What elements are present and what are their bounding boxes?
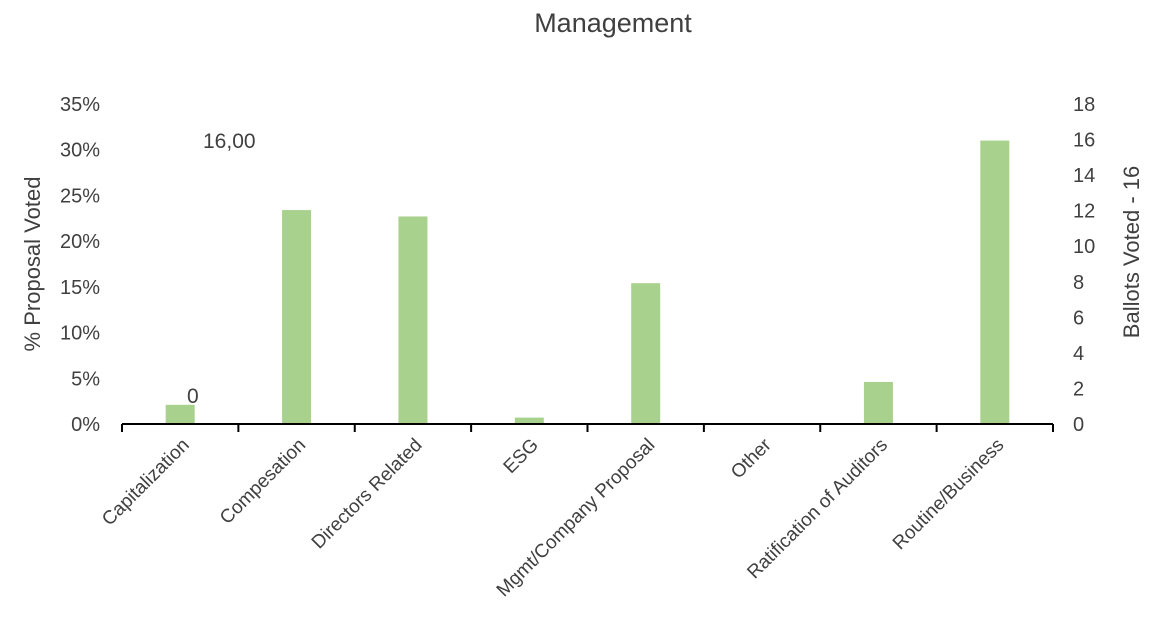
left-tick-label: 15%	[60, 277, 100, 299]
right-tick-label: 2	[1073, 378, 1084, 400]
right-axis-ticks: 0 2 4 6 8 10 12 14 16 18	[1073, 94, 1095, 436]
y-axis-title-left: % Proposal Voted	[20, 177, 45, 352]
chart-title: Management	[534, 8, 692, 38]
left-tick-label: 0%	[71, 414, 100, 436]
bar	[980, 140, 1010, 425]
left-tick-label: 35%	[60, 94, 100, 116]
right-tick-label: 8	[1073, 272, 1084, 294]
right-tick-label: 6	[1073, 307, 1084, 329]
category-label: Capitalization	[98, 435, 194, 531]
x-axis-ticks	[121, 424, 1054, 432]
right-tick-label: 4	[1073, 343, 1084, 365]
category-label: Directors Related	[308, 435, 427, 554]
category-label: Compesation	[216, 435, 310, 529]
bar	[863, 381, 893, 424]
right-tick-label: 18	[1073, 94, 1095, 116]
left-tick-label: 30%	[60, 140, 100, 162]
bar	[514, 417, 544, 424]
y-axis-title-right: Ballots Voted - 16	[1119, 166, 1144, 338]
left-tick-label: 5%	[71, 368, 100, 390]
bar	[165, 404, 195, 424]
category-label: ESG	[500, 435, 543, 478]
left-axis-ticks: 0% 5% 10% 15% 20% 25% 30% 35%	[60, 94, 100, 436]
right-tick-label: 14	[1073, 165, 1095, 187]
bar	[631, 283, 661, 424]
annotation-ballots-total: 16,00	[203, 130, 256, 153]
right-tick-label: 10	[1073, 236, 1095, 258]
left-tick-label: 25%	[60, 185, 100, 207]
right-tick-label: 12	[1073, 201, 1095, 223]
bar	[398, 216, 428, 424]
left-tick-label: 10%	[60, 323, 100, 345]
right-tick-label: 16	[1073, 130, 1095, 152]
right-tick-label: 0	[1073, 414, 1084, 436]
bar	[282, 210, 312, 424]
category-label: Routine/Business	[889, 435, 1008, 554]
annotation-zero: 0	[187, 385, 199, 408]
left-tick-label: 20%	[60, 231, 100, 253]
category-label: Other	[727, 434, 776, 483]
bars	[165, 140, 1010, 425]
